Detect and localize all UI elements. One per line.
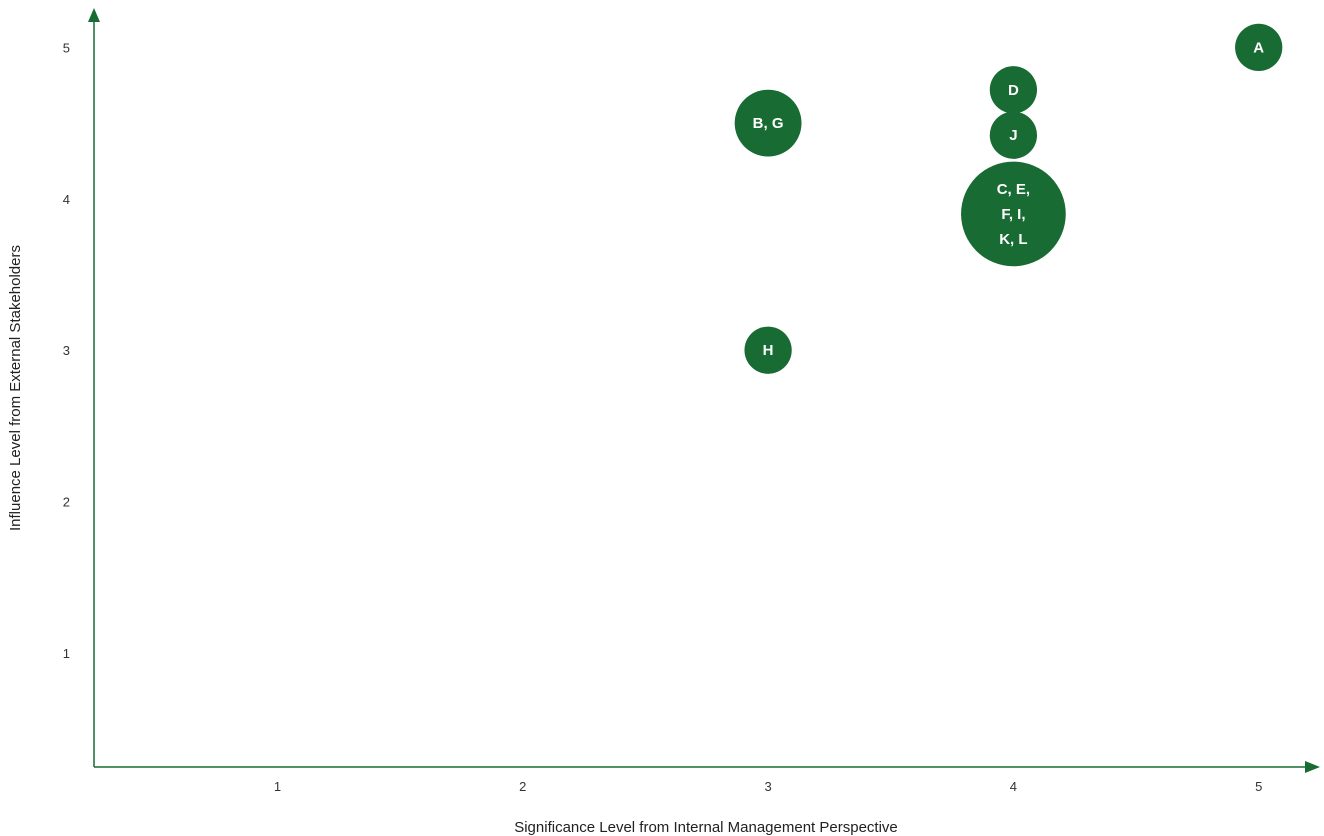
bubble-circle — [734, 89, 802, 157]
bubble-label: D — [1008, 82, 1019, 99]
y-axis-title: Influence Level from External Stakeholde… — [7, 245, 24, 531]
y-tick-label: 4 — [63, 192, 70, 207]
y-tick-label: 2 — [63, 495, 70, 510]
y-axis-arrowhead — [88, 8, 100, 22]
x-axis-arrowhead — [1305, 761, 1320, 773]
bubble-circle — [961, 161, 1066, 267]
bubble: B, G — [734, 89, 802, 157]
bubbles: A D B, G J C, E, F, I, K, L H — [734, 23, 1283, 374]
bubble-label: C, E, — [997, 181, 1030, 198]
x-tick-label: 2 — [519, 779, 526, 794]
bubble: H — [744, 326, 792, 374]
bubble-circle — [1235, 23, 1283, 72]
bubble: J — [989, 111, 1038, 159]
bubble-label: H — [763, 342, 774, 359]
bubble-label: F, I, — [1001, 206, 1025, 223]
bubble: A — [1235, 23, 1283, 72]
bubble-label: K, L — [999, 231, 1027, 248]
x-tick-labels: 1 2 3 4 5 — [274, 779, 1262, 794]
bubble-circle — [989, 111, 1038, 159]
x-tick-label: 1 — [274, 779, 281, 794]
x-tick-label: 5 — [1255, 779, 1262, 794]
bubble: C, E, F, I, K, L — [961, 161, 1066, 267]
y-tick-label: 3 — [63, 343, 70, 358]
x-axis-title: Significance Level from Internal Managem… — [514, 819, 898, 836]
bubble-circle — [989, 66, 1038, 114]
y-tick-labels: 1 2 3 4 5 — [63, 40, 70, 661]
x-tick-label: 3 — [764, 779, 771, 794]
x-tick-label: 4 — [1010, 779, 1017, 794]
bubble-label: A — [1253, 39, 1264, 56]
bubble-circle — [744, 326, 792, 374]
y-tick-label: 1 — [63, 646, 70, 661]
bubble-label: J — [1009, 127, 1017, 144]
bubble: D — [989, 66, 1038, 114]
bubble-label: B, G — [753, 115, 784, 132]
y-tick-label: 5 — [63, 40, 70, 55]
